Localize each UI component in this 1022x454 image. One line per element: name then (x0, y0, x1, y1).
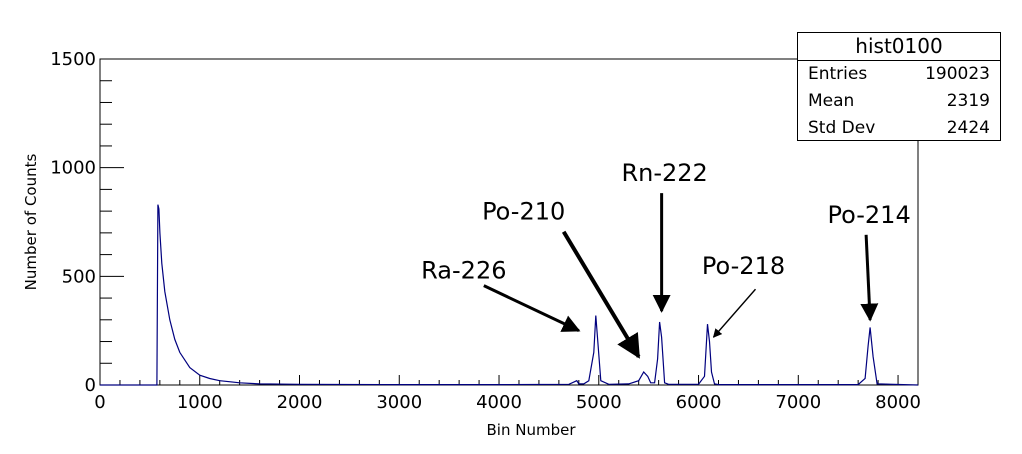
x-tick-label: 5000 (576, 392, 622, 413)
x-tick-label: 3000 (376, 392, 422, 413)
stats-value: 190023 (925, 64, 990, 84)
annotation-label: Rn-222 (621, 159, 707, 187)
annotation-arrow (860, 234, 879, 322)
stats-row-entries: Entries 190023 (798, 61, 1000, 88)
annotation-label: Ra-226 (421, 257, 506, 285)
stats-title: hist0100 (798, 33, 1000, 61)
stats-row-mean: Mean 2319 (798, 88, 1000, 115)
x-tick-label: 0 (94, 392, 105, 413)
x-tick-label: 8000 (875, 392, 921, 413)
annotation-label: Po-214 (828, 201, 911, 229)
y-tick-label: 1000 (50, 158, 96, 179)
stats-row-stddev: Std Dev 2424 (798, 115, 1000, 142)
stats-label: Std Dev (808, 118, 876, 138)
x-axis-label: Bin Number (487, 421, 577, 439)
x-tick-label: 7000 (775, 392, 821, 413)
y-tick-label: 500 (62, 266, 96, 287)
series-line (100, 204, 919, 386)
x-tick-label: 2000 (277, 392, 323, 413)
y-tick-label: 0 (85, 375, 96, 396)
stats-value: 2319 (946, 91, 990, 111)
x-tick-label: 4000 (476, 392, 522, 413)
stats-value: 2424 (946, 118, 990, 138)
stats-box: hist0100 Entries 190023 Mean 2319 Std De… (797, 32, 1001, 141)
y-axis-label: Number of Counts (22, 154, 40, 291)
annotation-arrow (712, 288, 757, 338)
annotation-label: Po-218 (702, 252, 785, 280)
stats-label: Mean (808, 91, 855, 111)
y-tick-label: 1500 (50, 49, 96, 70)
annotation-arrow (561, 230, 641, 359)
annotation-label: Po-210 (482, 198, 565, 226)
annotation-arrow (483, 284, 581, 333)
x-tick-label: 6000 (676, 392, 722, 413)
x-tick-label: 1000 (177, 392, 223, 413)
stats-label: Entries (808, 64, 868, 84)
